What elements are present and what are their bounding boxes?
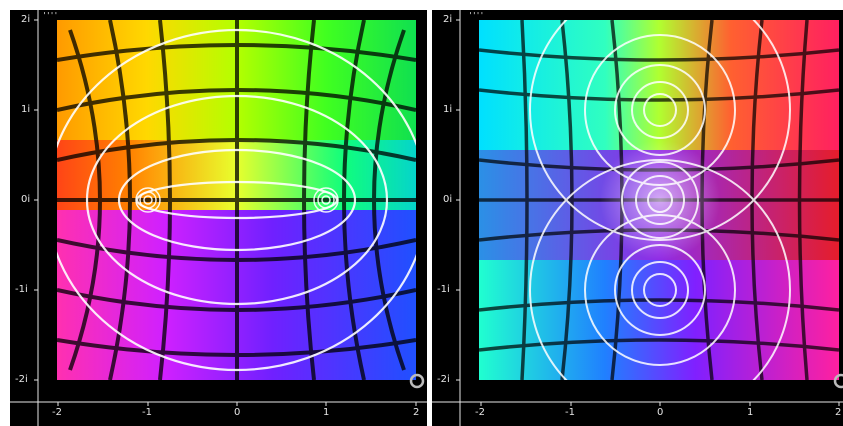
drag-handle-icon[interactable]: '''' bbox=[42, 11, 58, 20]
x-tick-label: -2 bbox=[475, 407, 485, 418]
axes-left bbox=[10, 10, 427, 426]
plot-canvas-left[interactable] bbox=[10, 10, 427, 426]
y-tick-label: -1i bbox=[15, 284, 28, 295]
x-tick-label: -1 bbox=[142, 407, 152, 418]
x-tick-label: 2 bbox=[835, 407, 842, 418]
x-tick-label: 1 bbox=[323, 407, 330, 418]
domain-coloring-left bbox=[57, 20, 416, 380]
x-tick-label: 0 bbox=[657, 407, 664, 418]
y-tick-label: -2i bbox=[437, 374, 450, 385]
drag-handle-icon[interactable]: '''' bbox=[468, 11, 484, 20]
x-tick-label: -1 bbox=[565, 407, 575, 418]
x-tick-label: 1 bbox=[747, 407, 754, 418]
y-tick-label: 1i bbox=[443, 104, 453, 115]
refresh-icon[interactable] bbox=[832, 372, 843, 390]
axes-right bbox=[432, 10, 843, 426]
plot-canvas-right[interactable] bbox=[432, 10, 843, 426]
plot-panel-left[interactable]: '''' 2i 1i 0i -1i -2i -2 -1 0 1 2 bbox=[10, 10, 427, 426]
y-tick-label: 2i bbox=[443, 14, 453, 25]
domain-coloring-right bbox=[479, 20, 839, 380]
refresh-icon[interactable] bbox=[408, 372, 426, 390]
y-tick-label: 1i bbox=[21, 104, 31, 115]
x-tick-label: 2 bbox=[413, 407, 420, 418]
y-tick-label: 2i bbox=[21, 14, 31, 25]
x-tick-label: -2 bbox=[52, 407, 62, 418]
x-tick-label: 0 bbox=[234, 407, 241, 418]
y-tick-label: -1i bbox=[437, 284, 450, 295]
y-tick-label: 0i bbox=[21, 194, 31, 205]
y-tick-label: -2i bbox=[15, 374, 28, 385]
y-tick-label: 0i bbox=[443, 194, 453, 205]
plot-panel-right[interactable]: '''' 2i 1i 0i -1i -2i -2 -1 0 1 2 bbox=[432, 10, 843, 426]
